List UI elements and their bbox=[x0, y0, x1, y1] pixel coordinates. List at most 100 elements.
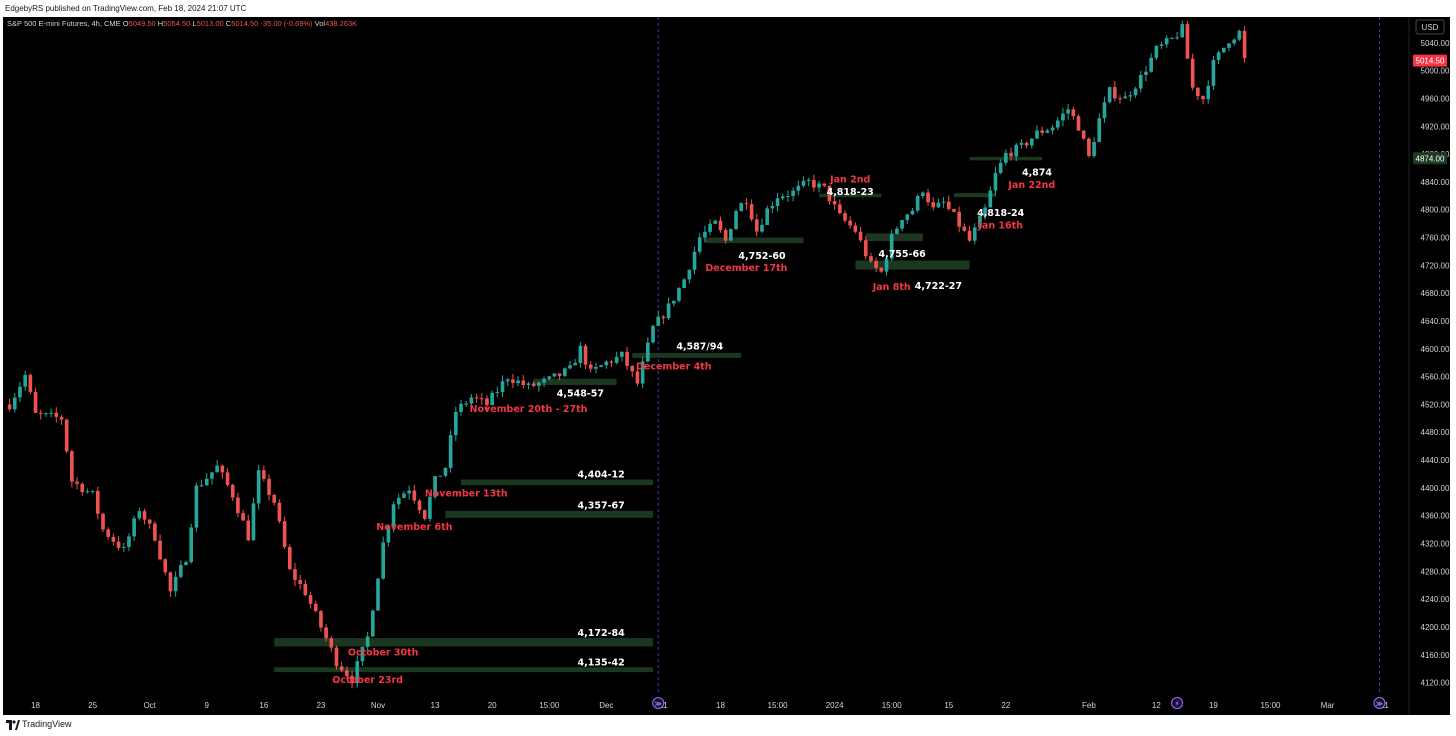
candle-body bbox=[241, 513, 245, 521]
candle-body bbox=[308, 595, 313, 604]
y-tick-label: 4840.00 bbox=[1421, 178, 1450, 187]
candle-body bbox=[80, 483, 85, 493]
y-tick-label: 5000.00 bbox=[1421, 67, 1450, 76]
candle-body bbox=[1029, 138, 1034, 146]
candle-body bbox=[1055, 120, 1060, 128]
candle-body bbox=[101, 513, 105, 530]
candle-body bbox=[225, 472, 230, 485]
candle-body bbox=[765, 208, 769, 225]
support-zone bbox=[865, 233, 923, 242]
candle-body bbox=[75, 481, 79, 484]
candle-body bbox=[485, 398, 489, 406]
zone-annotation: 4,818-24 bbox=[977, 208, 1025, 219]
x-tick-label: Mar bbox=[1321, 701, 1335, 710]
legend-part: 5014.50 bbox=[231, 19, 260, 28]
chart-area[interactable]: October 23rd October 30th 4,172-84 4,135-42… bbox=[3, 17, 1450, 715]
candle-body bbox=[557, 373, 562, 376]
x-tick-label: 18 bbox=[31, 701, 40, 710]
candle-body bbox=[33, 391, 38, 413]
candle-body bbox=[838, 204, 842, 214]
candle-body bbox=[194, 485, 199, 528]
candle-body bbox=[780, 196, 785, 199]
candle-body bbox=[1216, 52, 1221, 60]
candle-body bbox=[287, 546, 292, 570]
support-zone bbox=[704, 237, 804, 244]
y-tick-label: 4760.00 bbox=[1421, 234, 1450, 243]
candle-body bbox=[1061, 113, 1065, 121]
candle-body bbox=[371, 610, 375, 637]
candle-body bbox=[412, 490, 417, 501]
candle-body bbox=[38, 412, 43, 414]
candle-body bbox=[147, 519, 152, 524]
candle-body bbox=[324, 627, 328, 639]
event-marker-icon[interactable] bbox=[1171, 697, 1184, 709]
candle-body bbox=[1040, 130, 1044, 133]
candle-body bbox=[1164, 38, 1169, 45]
candle-body bbox=[1118, 98, 1122, 100]
candle-body bbox=[334, 647, 339, 667]
candle-body bbox=[422, 510, 427, 519]
x-tick-label: 9 bbox=[205, 701, 210, 710]
candle-body bbox=[1107, 87, 1112, 103]
event-marker-icon[interactable] bbox=[652, 697, 665, 709]
candle-body bbox=[168, 572, 173, 592]
publisher-bar: EdgebyRS published on TradingView.com, F… bbox=[0, 0, 1456, 17]
y-tick-label: 4520.00 bbox=[1421, 400, 1450, 409]
event-marker-icon[interactable] bbox=[1373, 697, 1386, 709]
candle-body bbox=[1196, 87, 1200, 97]
candle-body bbox=[817, 183, 821, 188]
zone-annotation: 4,874 bbox=[1022, 167, 1052, 178]
x-tick-label: 25 bbox=[88, 701, 97, 710]
zone-annotation: 4,722-27 bbox=[915, 281, 962, 292]
candle-body bbox=[972, 227, 977, 241]
candle-body bbox=[59, 416, 64, 420]
candle-body bbox=[277, 502, 282, 522]
candle-body bbox=[1128, 95, 1133, 97]
candle-body bbox=[1170, 37, 1174, 39]
candle-body bbox=[448, 435, 453, 468]
x-tick-label: 19 bbox=[1209, 701, 1218, 710]
candle-body bbox=[189, 527, 194, 563]
x-tick-label: Nov bbox=[371, 701, 385, 710]
x-tick-label: 15:00 bbox=[768, 701, 789, 710]
y-tick-label: 4680.00 bbox=[1421, 289, 1450, 298]
x-tick-label: 23 bbox=[316, 701, 325, 710]
candle-body bbox=[588, 364, 593, 369]
candle-body bbox=[298, 580, 302, 584]
candle-body bbox=[345, 670, 349, 676]
price-chart[interactable]: October 23rd October 30th 4,172-84 4,135-42… bbox=[3, 17, 1450, 715]
event-marker-glyph: ⚡ bbox=[1175, 700, 1180, 708]
currency-button[interactable] bbox=[1415, 19, 1445, 35]
candle-body bbox=[495, 392, 500, 394]
y-tick-label: 4320.00 bbox=[1421, 540, 1450, 549]
currency-button-label[interactable]: USD bbox=[1422, 23, 1439, 32]
candle-body bbox=[516, 380, 520, 384]
candle-body bbox=[44, 413, 48, 415]
candle-body bbox=[1237, 30, 1242, 40]
x-tick-label: 16 bbox=[259, 701, 268, 710]
zone-annotation: 4,755-66 bbox=[878, 249, 926, 260]
zone-annotation: November 13th bbox=[425, 489, 508, 500]
candle-body bbox=[827, 185, 832, 202]
zone-annotation: Jan 8th bbox=[872, 282, 911, 293]
candle-body bbox=[1211, 59, 1216, 86]
candle-body bbox=[511, 379, 515, 384]
candle-body bbox=[796, 185, 801, 191]
candle-body bbox=[542, 378, 546, 383]
candle-body bbox=[28, 374, 33, 392]
candle-body bbox=[121, 546, 126, 548]
candle-body bbox=[1190, 58, 1195, 88]
zone-annotation: 4,404-12 bbox=[578, 469, 625, 480]
candle-body bbox=[1076, 116, 1081, 131]
candle-body bbox=[282, 521, 287, 547]
candle-body bbox=[153, 523, 157, 541]
candle-body bbox=[54, 412, 59, 417]
zone-annotation: 4,135-42 bbox=[578, 658, 625, 669]
y-tick-label: 4920.00 bbox=[1421, 122, 1450, 131]
candle-body bbox=[464, 403, 469, 405]
candle-body bbox=[1206, 85, 1211, 100]
candle-body bbox=[957, 211, 961, 227]
y-tick-label: 4400.00 bbox=[1421, 484, 1450, 493]
candle-body bbox=[526, 383, 531, 385]
zone-annotation: October 23rd bbox=[332, 675, 403, 686]
